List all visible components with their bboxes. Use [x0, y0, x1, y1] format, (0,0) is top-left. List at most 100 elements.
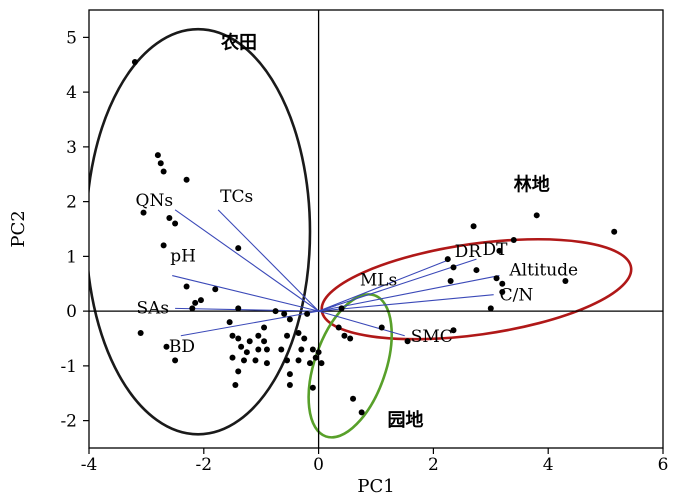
data-point — [183, 283, 190, 290]
data-point — [157, 160, 164, 167]
data-point — [229, 354, 236, 361]
data-point — [318, 360, 325, 367]
zero-lines — [89, 10, 663, 448]
data-point — [499, 280, 506, 287]
data-point — [309, 346, 316, 353]
data-point — [131, 59, 138, 66]
sample-points — [131, 59, 618, 416]
data-point — [229, 332, 236, 339]
y-tick-label: 2 — [66, 193, 77, 213]
data-point — [358, 409, 365, 416]
group-label: 园地 — [387, 409, 423, 431]
data-point — [192, 299, 199, 306]
y-tick-label: -1 — [60, 357, 77, 377]
x-tick-label: 4 — [543, 455, 554, 475]
data-point — [172, 220, 179, 227]
y-tick-label: 5 — [66, 28, 77, 48]
data-point — [238, 343, 245, 350]
data-point — [240, 357, 247, 364]
group-ellipses — [89, 27, 633, 439]
vector-label: QNs — [136, 191, 174, 211]
data-point — [404, 338, 411, 345]
loading-vector — [180, 310, 319, 337]
x-tick-label: 2 — [428, 455, 439, 475]
x-axis-label: PC1 — [357, 476, 394, 497]
vector-label: DT — [482, 240, 508, 260]
vector-label: pH — [170, 247, 196, 267]
axis-ticks: -4 -2 0 2 4 6 -2 -1 0 1 2 3 4 5 — [60, 28, 668, 475]
vector-label: DR — [455, 242, 483, 262]
data-point — [137, 330, 144, 337]
data-point — [183, 176, 190, 183]
data-point — [246, 338, 253, 345]
data-point — [450, 327, 457, 334]
x-tick-label: -4 — [81, 455, 98, 475]
data-point — [212, 286, 219, 293]
loading-vector — [318, 294, 494, 312]
vector-label: TCs — [220, 187, 253, 207]
y-tick-label: -2 — [60, 412, 77, 432]
data-point — [272, 308, 279, 315]
data-point — [473, 267, 480, 274]
vector-label: C/N — [500, 286, 534, 306]
data-point — [235, 245, 242, 252]
y-tick-label: 4 — [66, 83, 77, 103]
x-tick-label: 6 — [658, 455, 669, 475]
data-point — [304, 310, 311, 317]
data-point — [154, 152, 161, 159]
data-point — [450, 264, 457, 271]
y-tick-label: 0 — [66, 302, 77, 322]
data-point — [298, 346, 305, 353]
data-point — [301, 335, 308, 342]
data-point — [350, 395, 357, 402]
data-point — [163, 343, 170, 350]
data-point — [284, 332, 291, 339]
data-point — [235, 335, 242, 342]
data-point — [255, 332, 262, 339]
data-point — [189, 305, 196, 312]
data-point — [160, 242, 167, 249]
data-point — [286, 371, 293, 378]
data-point — [140, 209, 147, 216]
y-tick-label: 1 — [66, 247, 77, 267]
vector-label: Altitude — [508, 261, 578, 281]
loading-vector — [318, 310, 405, 337]
x-tick-label: 0 — [313, 455, 324, 475]
data-point — [263, 360, 270, 367]
loading-vector — [172, 275, 319, 312]
plot-frame — [88, 9, 664, 449]
data-point — [261, 324, 268, 331]
data-point — [252, 357, 259, 364]
group-label: 林地 — [514, 174, 550, 196]
loading-vector — [174, 209, 319, 312]
data-point — [278, 346, 285, 353]
data-point — [378, 324, 385, 331]
vector-label: SMC — [411, 327, 453, 347]
data-point — [347, 335, 354, 342]
data-point — [499, 288, 506, 295]
group-ellipse — [89, 27, 312, 436]
loading-vector — [318, 258, 451, 312]
data-point — [232, 382, 239, 389]
y-axis-label: PC2 — [8, 210, 29, 247]
data-point — [197, 297, 204, 304]
data-point — [309, 384, 316, 391]
loading-vector — [318, 274, 500, 312]
data-point — [447, 278, 454, 285]
data-point — [533, 212, 540, 219]
loading-vectors — [172, 209, 500, 337]
data-point — [295, 330, 302, 337]
data-point — [235, 305, 242, 312]
data-point — [510, 236, 517, 243]
vector-label: MLs — [360, 271, 397, 291]
data-point — [493, 275, 500, 282]
data-point — [160, 168, 167, 175]
data-point — [444, 256, 451, 263]
loading-vector — [175, 307, 319, 312]
data-point — [261, 338, 268, 345]
data-point — [611, 228, 618, 235]
data-point — [562, 278, 569, 285]
